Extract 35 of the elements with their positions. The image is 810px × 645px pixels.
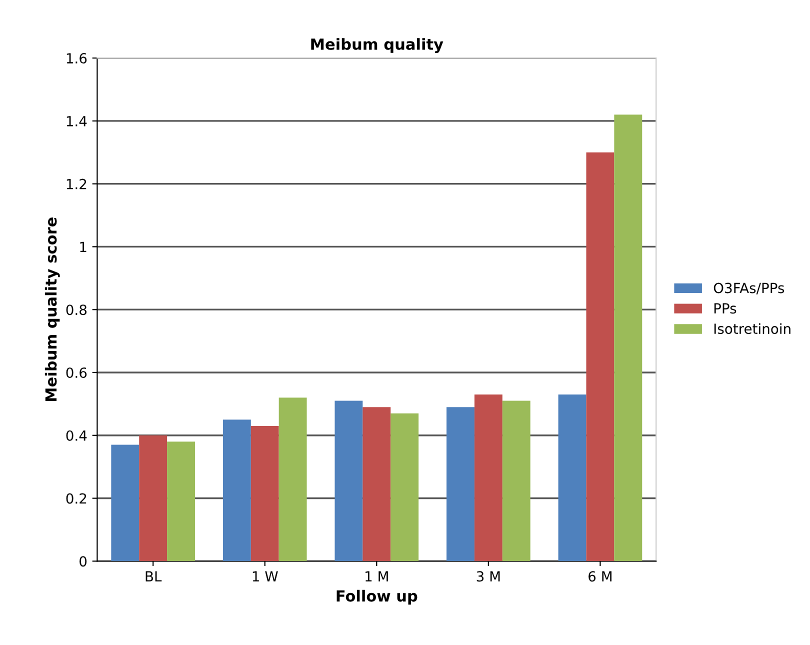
x-tick-label: 1 M [366,571,388,582]
chart-title: Meibum quality [311,38,444,54]
bar [167,442,196,562]
bar [278,398,307,562]
y-tick-label: 1.4 [66,116,87,126]
bar [586,152,614,562]
x-tick-label: 6 M [588,571,612,582]
x-tick-label: 3 M [476,571,500,582]
bar [250,426,279,562]
x-tick-label: BL [146,571,162,582]
y-tick-label: 0.4 [66,430,87,441]
bar [446,407,474,562]
y-tick-label: 0 [80,556,87,567]
bar [334,400,363,562]
bar [502,400,530,562]
legend-label: Isotretinoin [714,323,790,334]
y-tick-label: 0.8 [66,304,87,316]
bar [139,435,168,562]
bar [362,407,391,562]
y-tick-label: 1.2 [66,178,86,190]
y-tick-label: 0.2 [66,493,86,504]
bar [474,394,502,562]
y-tick-label: 1 [80,242,86,252]
bar [111,444,140,562]
x-tick-label: 1 W [252,571,278,582]
bar [390,413,419,562]
bar [614,114,642,562]
y-tick-label: 1.6 [66,53,87,64]
x-axis-title: Follow up [336,590,418,605]
bar [558,394,586,562]
y-tick-label: 0.6 [66,367,87,378]
bar [222,420,251,562]
y-axis-title: Meibum quality score [44,218,60,401]
legend-label: O3FAs/PPs [714,282,784,294]
legend-label: PPs [714,303,736,314]
